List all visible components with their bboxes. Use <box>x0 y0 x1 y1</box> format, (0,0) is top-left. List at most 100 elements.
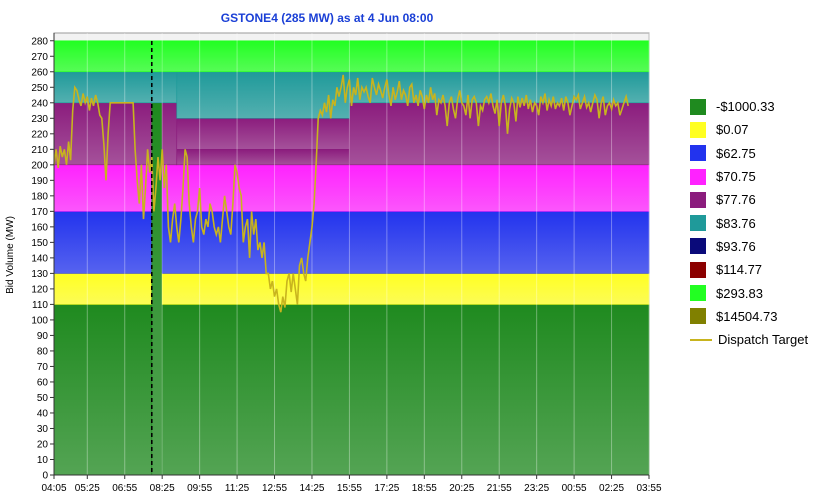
x-tick-label: 11:25 <box>225 483 250 494</box>
band-area-7776 <box>176 149 350 166</box>
legend-item: $77.76 <box>690 188 808 211</box>
legend: -$1000.33 $0.07 $62.75 $70.75 $77.76 $83.76 $9… <box>690 95 808 351</box>
legend-label: $83.76 <box>716 215 756 231</box>
x-tick-label: 18:55 <box>412 483 437 494</box>
x-tick-label: 21:55 <box>487 483 512 494</box>
y-tick-label: 230 <box>31 114 48 125</box>
x-tick-label: 03:55 <box>636 483 661 494</box>
legend-item: $83.76 <box>690 211 808 234</box>
y-axis-label: Bid Volume (MW) <box>5 216 16 294</box>
legend-label: -$1000.33 <box>716 99 775 115</box>
band-area-8376 <box>53 71 153 104</box>
y-tick-label: 140 <box>31 253 48 264</box>
y-tick-label: 200 <box>31 160 48 171</box>
band-area-7776 <box>176 117 350 150</box>
legend-label: $70.75 <box>716 169 756 185</box>
y-tick-label: 240 <box>31 98 48 109</box>
y-tick-label: 280 <box>31 36 48 47</box>
y-tick-label: 70 <box>37 362 49 373</box>
x-tick-label: 17:25 <box>374 483 399 494</box>
dispatch-target-line <box>53 74 629 313</box>
y-tick-label: 210 <box>31 145 48 156</box>
legend-item: $70.75 <box>690 165 808 188</box>
legend-label: $0.07 <box>716 122 749 138</box>
legend-label: $14504.73 <box>716 308 778 324</box>
band-area-8376 <box>151 71 163 104</box>
x-tick-label: 05:25 <box>75 483 100 494</box>
x-tick-label: 20:25 <box>449 483 474 494</box>
legend-item: -$1000.33 <box>690 95 808 118</box>
y-tick-label: 160 <box>31 222 48 233</box>
plot-area <box>53 32 650 476</box>
legend-item: $293.83 <box>690 281 808 304</box>
x-tick-label: 04:05 <box>41 483 66 494</box>
legend-swatch <box>690 215 706 232</box>
legend-swatch <box>690 98 706 115</box>
band-area-7075 <box>161 164 650 212</box>
y-tick-label: 60 <box>37 377 49 388</box>
y-tick-label: 90 <box>37 331 49 342</box>
y-axis: 0 10 20 30 40 50 60 70 80 90 100 110 120 130 140 150 160… <box>31 33 55 482</box>
y-tick-label: 110 <box>32 300 48 311</box>
y-tick-label: 30 <box>37 424 49 435</box>
band-area-7776 <box>161 102 178 166</box>
legend-swatch <box>690 308 706 325</box>
y-tick-label: 40 <box>37 408 49 419</box>
x-axis: 04:05 05:25 06:55 08:25 09:55 11:25 12:55 14:25… <box>41 474 662 494</box>
band-area-100033 <box>151 102 163 476</box>
y-tick-label: 250 <box>31 83 48 94</box>
legend-label: $114.77 <box>716 262 763 278</box>
band-area-29383 <box>161 40 650 73</box>
legend-swatch <box>690 285 706 302</box>
y-tick-label: 0 <box>42 471 48 482</box>
y-tick-label: 80 <box>37 346 49 357</box>
band-area-6275 <box>53 211 153 274</box>
legend-swatch <box>690 261 706 278</box>
y-tick-label: 130 <box>31 269 48 280</box>
band-area-6275 <box>161 211 650 274</box>
band-area-100033 <box>161 304 650 476</box>
x-tick-label: 06:55 <box>112 483 137 494</box>
band-area-100033 <box>53 304 153 476</box>
x-tick-label: 09:55 <box>187 483 212 494</box>
y-tick-label: 270 <box>31 52 48 63</box>
y-tick-label: 50 <box>37 393 49 404</box>
x-tick-label: 14:25 <box>299 483 324 494</box>
y-tick-label: 100 <box>31 315 48 326</box>
x-tick-label: 02:25 <box>599 483 624 494</box>
legend-item: $0.07 <box>690 118 808 141</box>
band-area-29383 <box>151 40 163 73</box>
legend-swatch <box>690 238 706 255</box>
band-area-007 <box>53 273 153 305</box>
x-tick-label: 23:25 <box>524 483 549 494</box>
y-tick-label: 10 <box>37 455 49 466</box>
x-tick-label: 15:55 <box>337 483 362 494</box>
legend-label: $293.83 <box>716 285 763 301</box>
band-area-007 <box>161 273 650 305</box>
x-tick-label: 08:25 <box>150 483 175 494</box>
x-tick-label: 00:55 <box>562 483 587 494</box>
chart-title: GSTONE4 (285 MW) as at 4 Jun 08:00 <box>221 11 434 25</box>
legend-line-swatch <box>690 338 712 341</box>
y-tick-label: 180 <box>31 191 48 202</box>
y-tick-label: 150 <box>31 238 48 249</box>
legend-item: $114.77 <box>690 258 808 281</box>
band-area-29383 <box>53 40 153 73</box>
legend-item-dispatch-target: Dispatch Target <box>690 328 808 351</box>
legend-swatch <box>690 191 706 208</box>
y-tick-label: 220 <box>31 129 48 140</box>
legend-swatch <box>690 168 706 185</box>
legend-item: $14504.73 <box>690 305 808 328</box>
legend-item: $62.75 <box>690 142 808 165</box>
y-tick-label: 120 <box>31 284 48 295</box>
legend-item: $93.76 <box>690 235 808 258</box>
y-tick-label: 190 <box>31 176 48 187</box>
legend-label: $93.76 <box>716 238 756 254</box>
legend-label: $62.75 <box>716 145 756 161</box>
y-tick-label: 20 <box>37 439 49 450</box>
y-tick-label: 260 <box>31 67 48 78</box>
legend-label: $77.76 <box>716 192 756 208</box>
y-tick-label: 170 <box>31 207 48 218</box>
x-tick-label: 12:55 <box>262 483 287 494</box>
